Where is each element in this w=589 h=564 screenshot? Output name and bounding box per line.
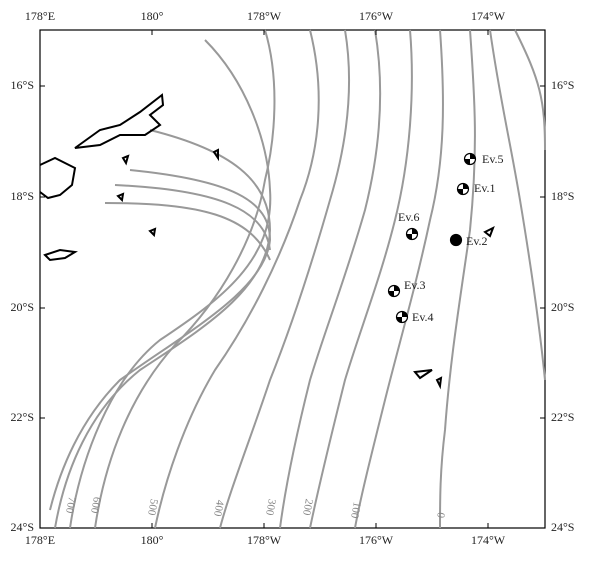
lon-label-bottom: 178°W <box>247 533 282 547</box>
contour-label: 500 <box>145 498 160 517</box>
lat-label-right: 24°S <box>551 520 574 534</box>
contour-label: 300 <box>263 498 278 517</box>
event-label: Ev.4 <box>412 310 434 324</box>
event-label: Ev.3 <box>404 278 426 292</box>
lon-label-top: 180° <box>141 9 164 23</box>
map-frame <box>39 29 546 529</box>
lat-label-right: 16°S <box>551 78 574 92</box>
contour-label: 0 <box>434 511 447 519</box>
contour-label: 700 <box>63 496 78 515</box>
event-label: Ev.5 <box>482 152 504 166</box>
event-label: Ev.2 <box>466 234 488 248</box>
event-quadrant <box>396 311 408 323</box>
lon-label-bottom: 176°W <box>359 533 394 547</box>
contour-label: 600 <box>88 496 103 515</box>
lon-label-bottom: 178°E <box>25 533 55 547</box>
event-symbol <box>449 233 463 247</box>
lat-label-right: 20°S <box>551 300 574 314</box>
lat-label-left: 24°S <box>11 520 34 534</box>
event-quadrant <box>388 285 400 297</box>
lat-label-right: 22°S <box>551 410 574 424</box>
event-quadrant <box>406 228 418 240</box>
lon-label-top: 174°W <box>471 9 506 23</box>
lat-label-left: 16°S <box>11 78 34 92</box>
events: Ev.5 Ev.1 Ev.2 Ev.6 Ev.3 Ev.4 <box>387 152 504 324</box>
lon-label-bottom: 180° <box>141 533 164 547</box>
lon-label-top: 176°W <box>359 9 394 23</box>
lon-label-bottom: 174°W <box>471 533 506 547</box>
contours <box>49 29 546 529</box>
lat-label-left: 20°S <box>11 300 34 314</box>
event-label: Ev.1 <box>474 181 496 195</box>
coastlines <box>39 93 495 390</box>
lat-label-left: 18°S <box>11 189 34 203</box>
lon-label-top: 178°E <box>25 9 55 23</box>
event-quadrant <box>464 153 476 165</box>
contour-label: 400 <box>211 499 226 518</box>
lat-label-left: 22°S <box>11 410 34 424</box>
contour-label: 200 <box>300 498 315 517</box>
lat-label-right: 18°S <box>551 189 574 203</box>
contour-label: 100 <box>348 501 363 520</box>
lon-label-top: 178°W <box>247 9 282 23</box>
event-quadrant <box>457 183 469 195</box>
event-label: Ev.6 <box>398 210 420 224</box>
